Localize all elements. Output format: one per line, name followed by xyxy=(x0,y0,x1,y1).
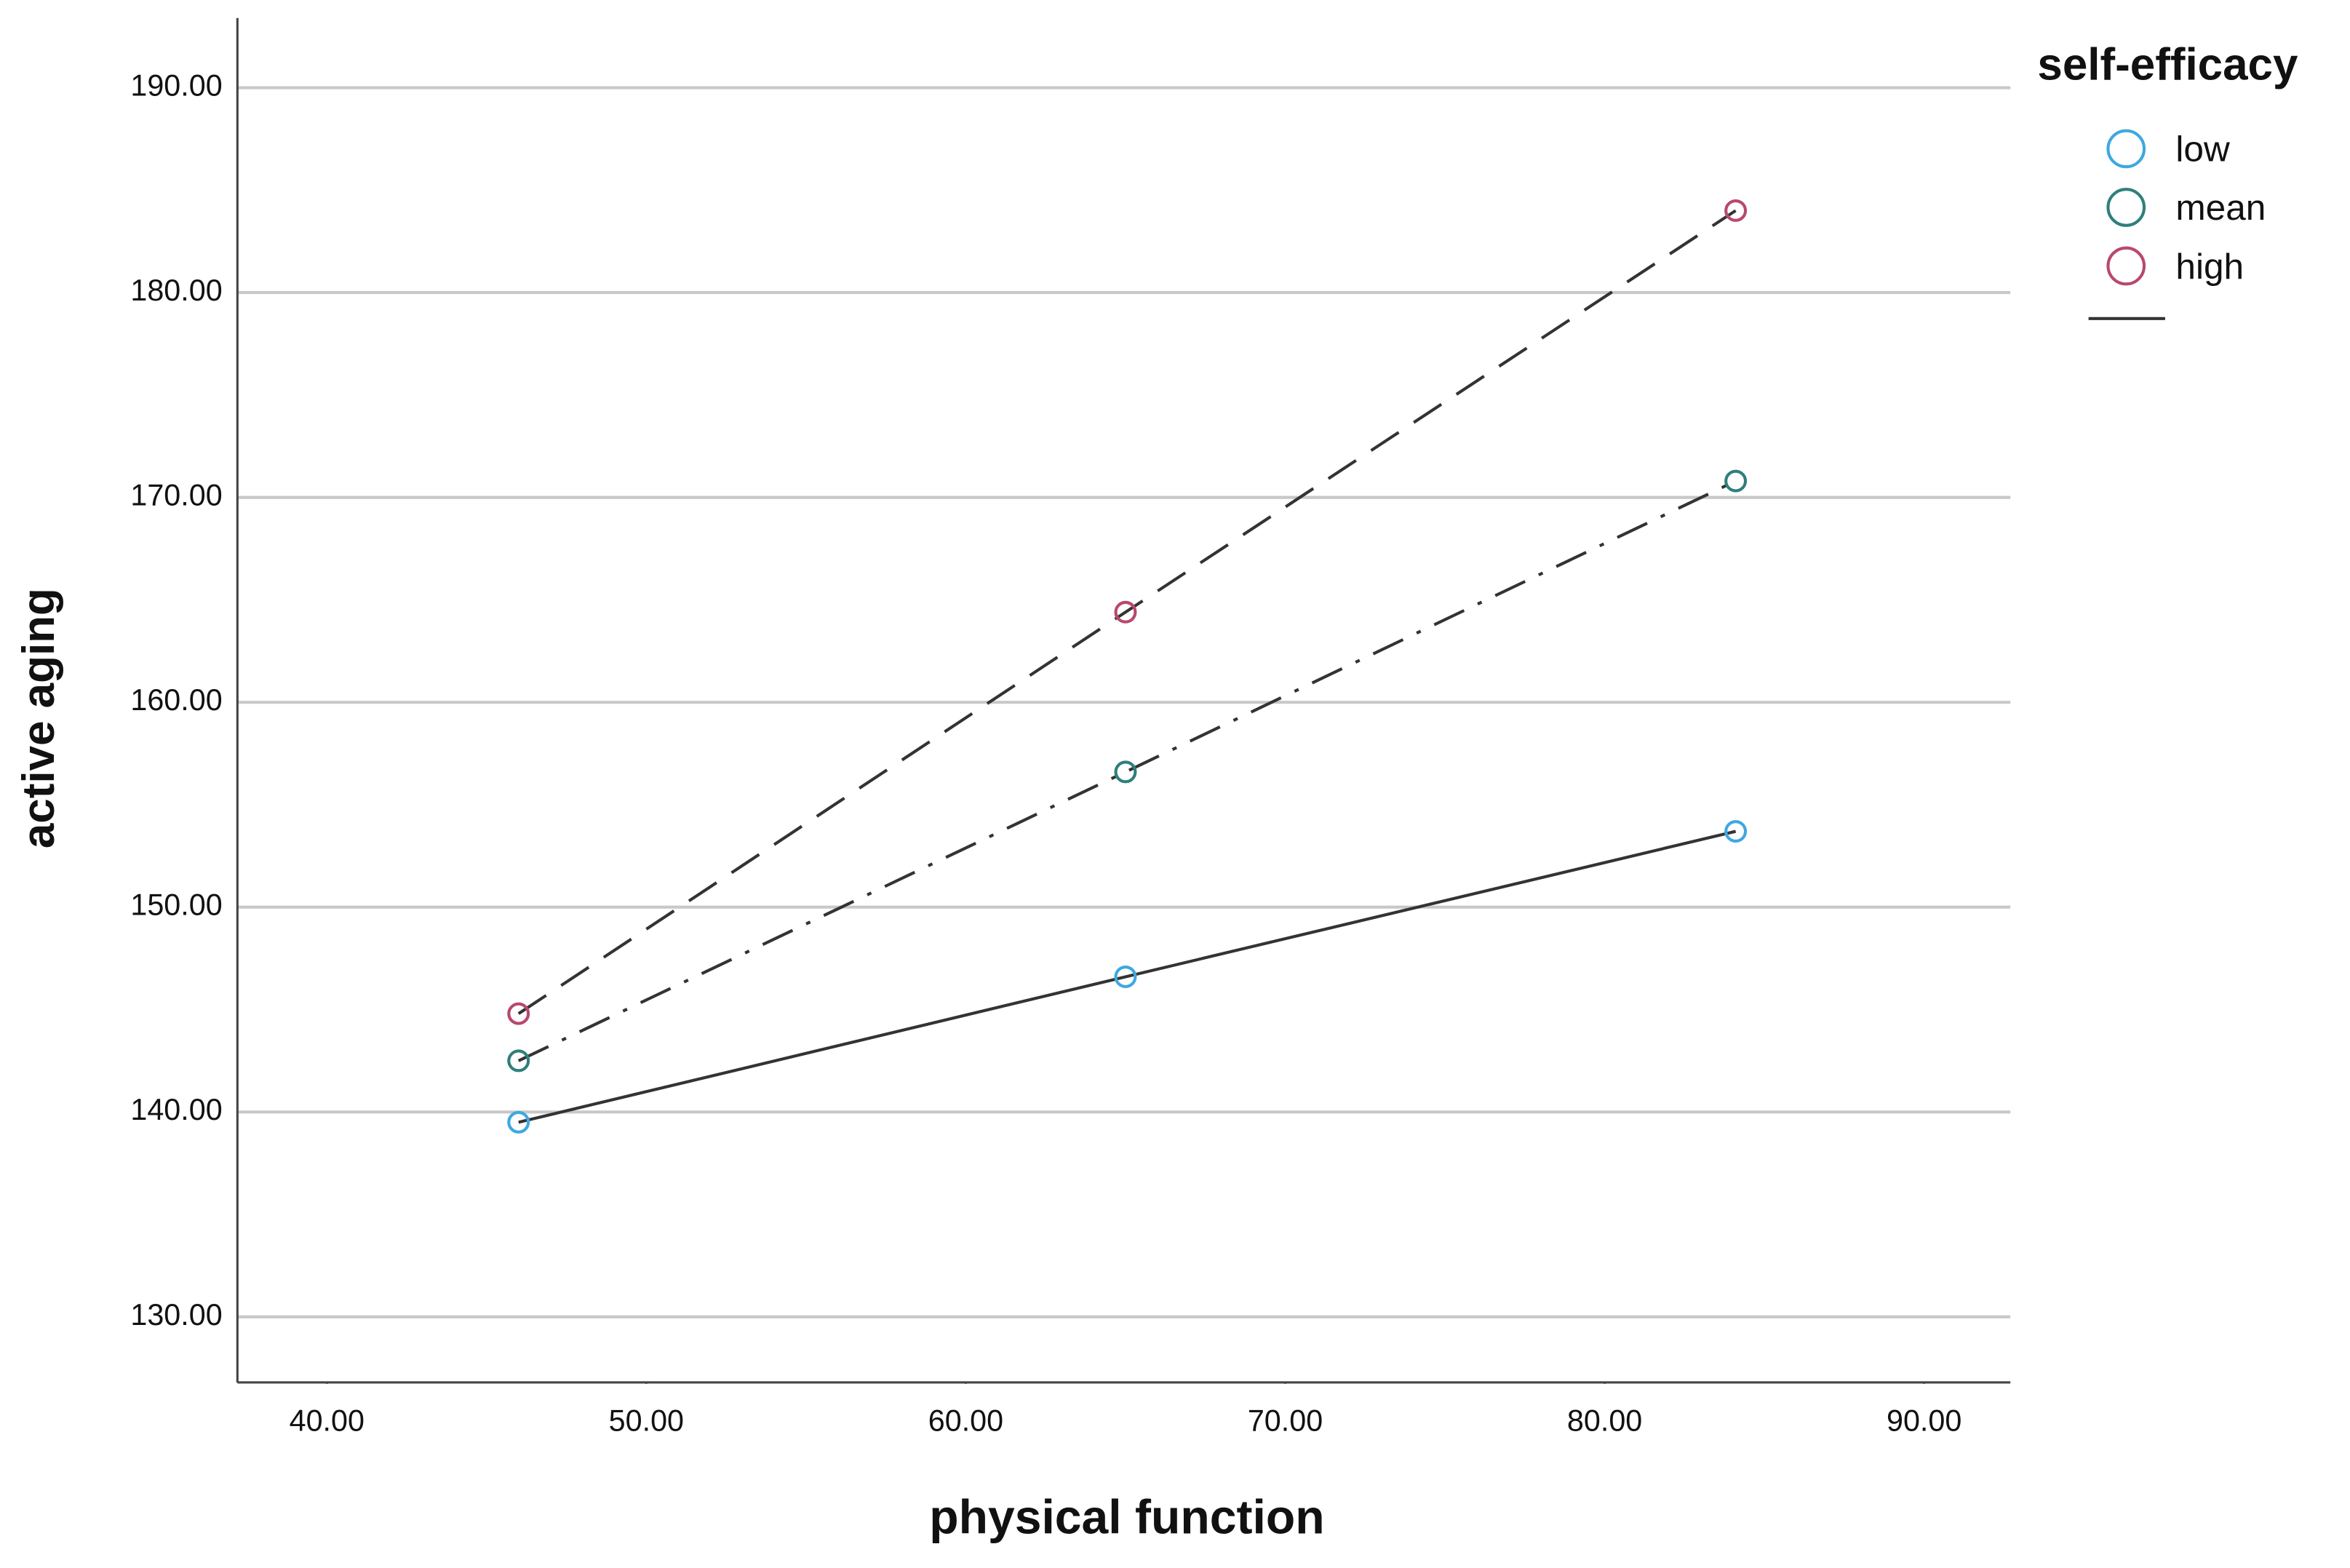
legend-marker xyxy=(2106,188,2146,227)
y-tick-label: 170.00 xyxy=(130,479,222,512)
marker xyxy=(1114,600,1137,624)
legend-marker xyxy=(2106,129,2146,169)
x-tick-label: 90.00 xyxy=(1887,1404,1961,1438)
series-line xyxy=(517,209,1737,1015)
legend-label: high xyxy=(2175,246,2244,287)
legend-label: mean xyxy=(2175,187,2266,228)
y-tick-label: 190.00 xyxy=(130,68,222,102)
legend-label: low xyxy=(2175,129,2230,170)
legend-title: self-efficacy xyxy=(2037,39,2298,89)
series-line xyxy=(517,479,1737,1062)
y-tick-label: 140.00 xyxy=(130,1093,222,1126)
y-tick-label: 130.00 xyxy=(130,1298,222,1332)
marker xyxy=(507,1049,530,1072)
series-line xyxy=(518,829,1737,1124)
y-tick-label: 180.00 xyxy=(130,274,222,307)
marker xyxy=(1114,965,1137,988)
marker xyxy=(1724,199,1748,222)
marker xyxy=(507,1110,530,1134)
legend-marker xyxy=(2106,246,2146,286)
x-tick-label: 60.00 xyxy=(928,1404,1003,1438)
x-tick-label: 80.00 xyxy=(1567,1404,1642,1438)
marker xyxy=(507,1002,530,1025)
marker xyxy=(1724,469,1748,493)
x-tick-label: 50.00 xyxy=(609,1404,684,1438)
y-tick-label: 160.00 xyxy=(130,683,222,717)
x-tick-label: 40.00 xyxy=(290,1404,365,1438)
x-axis-title: physical function xyxy=(929,1490,1324,1544)
marker xyxy=(1114,760,1137,784)
x-tick-label: 70.00 xyxy=(1248,1404,1323,1438)
marker xyxy=(1724,820,1748,843)
y-axis-title: active aging xyxy=(14,588,64,848)
y-tick-label: 150.00 xyxy=(130,888,222,922)
